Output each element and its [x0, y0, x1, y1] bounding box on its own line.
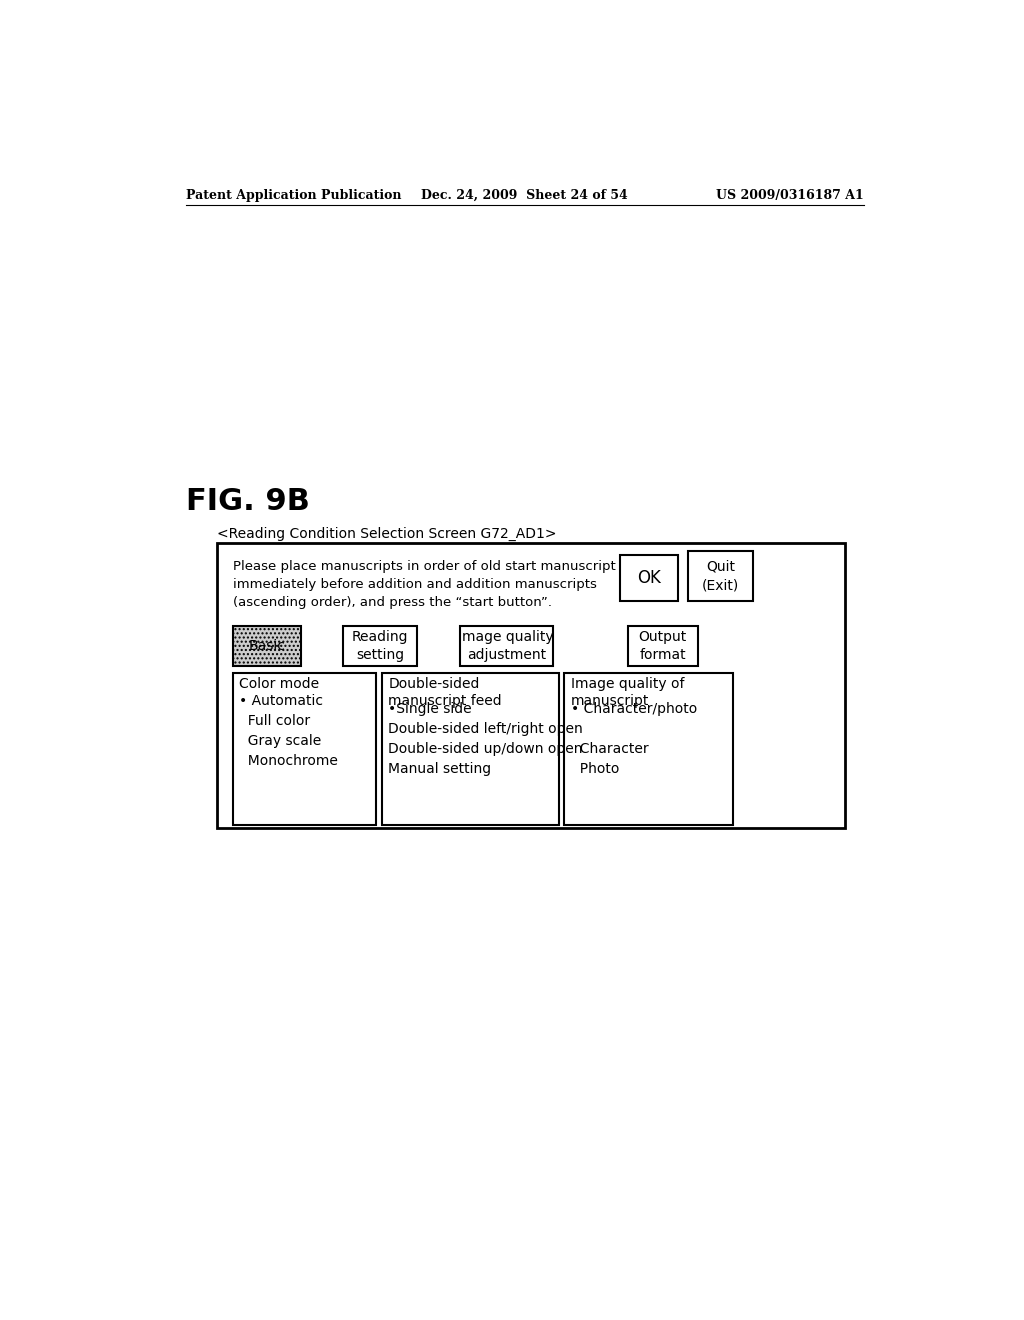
Text: • Character/photo

  Character
  Photo: • Character/photo Character Photo: [570, 702, 696, 776]
Text: Double-sided
manuscript feed: Double-sided manuscript feed: [388, 677, 502, 709]
Text: US 2009/0316187 A1: US 2009/0316187 A1: [717, 189, 864, 202]
Bar: [687, 552, 754, 601]
Text: <Reading Condition Selection Screen G72_AD1>: <Reading Condition Selection Screen G72_…: [217, 527, 557, 541]
Text: • Automatic
  Full color
  Gray scale
  Monochrome: • Automatic Full color Gray scale Monoch…: [239, 694, 338, 768]
Bar: [564, 673, 733, 825]
Text: Output
format: Output format: [639, 630, 687, 663]
Text: Image quality
adjustment: Image quality adjustment: [459, 630, 554, 663]
Text: Quit
(Exit): Quit (Exit): [701, 560, 739, 593]
Text: Basic: Basic: [248, 639, 285, 653]
Text: OK: OK: [637, 569, 662, 587]
Text: Please place manuscripts in order of old start manuscript
immediately before add: Please place manuscripts in order of old…: [232, 561, 615, 610]
Bar: [382, 673, 559, 825]
Text: Patent Application Publication: Patent Application Publication: [186, 189, 401, 202]
Text: Color mode: Color mode: [239, 677, 318, 690]
Text: Reading
setting: Reading setting: [352, 630, 409, 663]
Bar: [460, 626, 553, 665]
Bar: [628, 626, 697, 665]
Text: Image quality of
manuscript: Image quality of manuscript: [570, 677, 684, 709]
Bar: [232, 673, 376, 825]
Text: FIG. 9B: FIG. 9B: [186, 487, 310, 516]
Bar: [217, 544, 845, 829]
Text: •Single side
Double-sided left/right open
Double-sided up/down open
Manual setti: •Single side Double-sided left/right ope…: [388, 702, 583, 776]
Bar: [232, 626, 301, 665]
Text: Dec. 24, 2009  Sheet 24 of 54: Dec. 24, 2009 Sheet 24 of 54: [422, 189, 628, 202]
Bar: [343, 626, 417, 665]
Bar: [621, 554, 678, 601]
